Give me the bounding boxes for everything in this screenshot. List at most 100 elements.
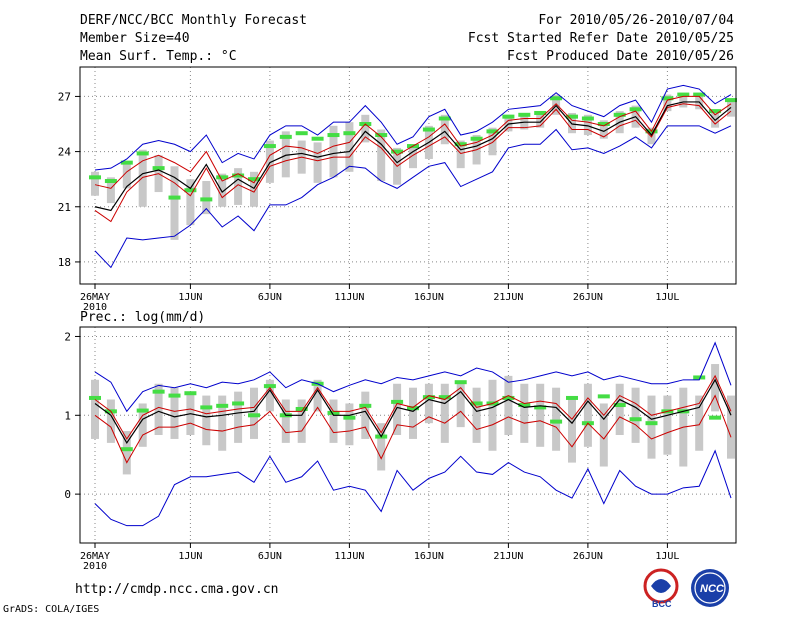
median-marker (422, 395, 435, 400)
spread-box (695, 92, 704, 110)
plot-frame (79, 326, 737, 544)
median-marker (152, 389, 165, 394)
spread-box (583, 114, 592, 136)
spread-box (329, 399, 338, 443)
median-marker (120, 160, 133, 165)
y-tick-label-1: 1 (64, 409, 71, 422)
x-tick-label-0: 26MAY (80, 551, 110, 562)
x-tick-label-4: 16JUN (414, 292, 444, 303)
spread-box (281, 131, 290, 178)
x-tick-sublabel-0: 2010 (83, 302, 107, 313)
x-tick-label-5: 21JUN (493, 551, 523, 562)
spread-box (536, 111, 545, 128)
median-marker (279, 134, 292, 139)
spread-box (456, 140, 465, 169)
source-url[interactable]: http://cmdp.ncc.cma.gov.cn (75, 582, 279, 597)
spread-box (520, 383, 529, 443)
grads-credit: GrADS: COLA/IGES (3, 604, 100, 615)
spread-box (695, 395, 704, 451)
spread-box (138, 149, 147, 207)
median-marker (486, 129, 499, 134)
median-marker (550, 96, 563, 101)
median-marker (327, 410, 340, 415)
median-marker (295, 406, 308, 411)
ncc-logo: NCC (691, 569, 729, 607)
spread-box (106, 177, 115, 204)
spread-box (106, 399, 115, 443)
spread-box (711, 109, 720, 128)
median-marker (200, 197, 213, 202)
lower-envelope-line (94, 125, 732, 269)
produced-date: Fcst Produced Date 2010/05/26 (507, 49, 734, 64)
median-marker (232, 173, 245, 178)
median-marker (629, 417, 642, 422)
median-marker (661, 96, 674, 101)
median-marker (534, 110, 547, 115)
y-tick-label-3: 27 (58, 90, 71, 103)
median-marker (677, 92, 690, 97)
median-marker (391, 149, 404, 154)
spread-box (456, 383, 465, 428)
x-tick-label-5: 21JUN (493, 292, 523, 303)
spread-box (599, 120, 608, 139)
spread-box (409, 387, 417, 439)
median-marker (693, 92, 706, 97)
median-marker (645, 421, 658, 426)
median-marker (136, 408, 149, 413)
spread-box (488, 127, 497, 156)
y-tick-label-2: 24 (58, 146, 72, 159)
y-tick-label-1: 21 (58, 201, 71, 214)
spread-box (504, 114, 513, 132)
spread-box (377, 129, 386, 182)
median-marker (327, 133, 340, 138)
median-marker (311, 136, 324, 141)
forecast-period: For 2010/05/26-2010/07/04 (538, 13, 734, 28)
spread-box (552, 387, 561, 451)
spread-box (218, 173, 227, 207)
spread-box (536, 383, 545, 447)
median-marker (438, 395, 451, 400)
x-tick-label-1: 1JUN (178, 292, 202, 303)
refer-date: Fcst Started Refer Date 2010/05/25 (467, 31, 734, 46)
spread-box (91, 171, 99, 196)
ensemble-mean-line (94, 378, 732, 445)
median-marker (597, 122, 610, 127)
spread-box (345, 122, 354, 172)
panel-title: Prec.: log(mm/d) (80, 310, 205, 325)
spread-box (297, 399, 306, 443)
spread-box (170, 166, 179, 240)
spread-box (424, 383, 433, 424)
median-marker (375, 133, 388, 138)
spread-box (440, 114, 449, 145)
median-marker (470, 401, 483, 406)
median-marker (104, 179, 117, 184)
spread-box (281, 399, 290, 443)
spread-box (377, 423, 386, 471)
member-size-label: Member Size=40 (80, 31, 190, 46)
median-marker (89, 395, 101, 400)
median-marker (343, 131, 356, 136)
spread-box (663, 94, 672, 112)
median-marker (184, 188, 197, 193)
x-tick-sublabel-0: 2010 (83, 561, 107, 572)
spread-box (552, 94, 561, 115)
median-marker (200, 405, 213, 410)
median-marker (263, 384, 276, 389)
spread-box (727, 395, 735, 459)
x-tick-label-2: 6JUN (258, 292, 282, 303)
variable-label: Mean Surf. Temp.: °C (80, 49, 237, 64)
median-marker (343, 415, 356, 420)
spread-box (568, 112, 576, 134)
upper-spread-line (94, 95, 732, 189)
spread-box (154, 383, 163, 435)
spread-box (122, 431, 131, 475)
y-tick-label-0: 18 (58, 256, 71, 269)
upper-envelope-line (94, 84, 732, 171)
lower-spread-line (94, 394, 732, 464)
spread-box (234, 391, 243, 443)
x-tick-label-3: 11JUN (334, 292, 364, 303)
median-marker (422, 127, 435, 132)
x-tick-label-7: 1JUL (655, 551, 679, 562)
